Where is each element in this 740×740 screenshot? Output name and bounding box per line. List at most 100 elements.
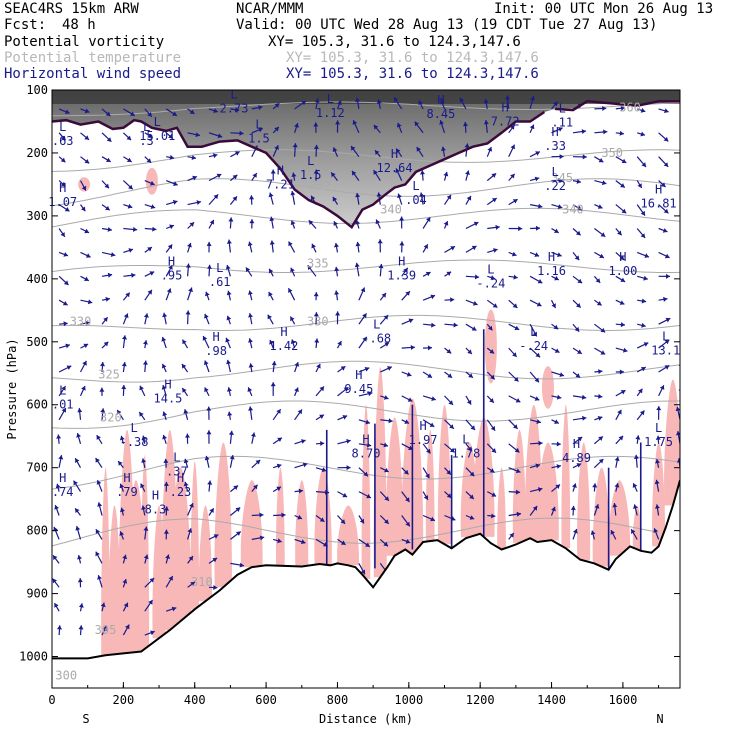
svg-text:-.24: -.24 <box>476 276 505 290</box>
wind-vector-head <box>590 530 596 535</box>
low-extremum-label: L1.5 <box>300 154 322 182</box>
svg-text:H: H <box>655 183 662 197</box>
svg-text:H: H <box>419 419 426 433</box>
wind-vector-head <box>288 288 293 293</box>
wind-vector-head <box>313 292 319 297</box>
wind-vector-head <box>119 483 125 489</box>
x-axis-title: Distance (km) <box>319 712 413 726</box>
svg-text:L: L <box>462 432 469 446</box>
wind-vector-head <box>505 95 511 100</box>
wind-vector-head <box>465 170 470 175</box>
wind-vector-head <box>334 243 339 248</box>
wind-vector-head <box>247 241 253 247</box>
wind-vector-head <box>495 224 500 230</box>
wind-vector-head <box>308 220 314 225</box>
xsec-endpoints-theta: XY= 105.3, 31.6 to 124.3,147.6 <box>286 50 539 66</box>
svg-text:H: H <box>548 250 555 264</box>
wind-vector-head <box>319 386 324 392</box>
wind-vector-head <box>122 554 128 560</box>
wind-vector-head <box>614 456 620 462</box>
wind-vector-head <box>463 122 468 127</box>
x-tick-label: 800 <box>327 693 349 707</box>
theta-isoline <box>52 517 659 547</box>
wind-vector-head <box>100 362 105 367</box>
wind-vector-head <box>83 343 89 349</box>
wind-vector-head <box>106 157 111 162</box>
wind-vector-head <box>577 278 583 284</box>
negative-pv-patch <box>337 505 359 566</box>
wind-vector-head <box>377 239 383 244</box>
wind-vector-head <box>225 337 230 343</box>
wind-vector-head <box>491 448 496 453</box>
wind-vector-head <box>248 313 253 318</box>
high-extremum-label: H1.16 <box>537 250 566 278</box>
wind-vector-head <box>621 208 627 214</box>
wind-vector-head <box>470 425 475 430</box>
wind-vector-head <box>63 252 68 257</box>
wind-vector-head <box>226 315 232 321</box>
wind-vector-head <box>643 275 648 281</box>
wind-vector-head <box>639 410 645 416</box>
wind-vector-head <box>274 126 279 132</box>
svg-text:15.01: 15.01 <box>139 129 175 143</box>
svg-text:L: L <box>662 330 669 344</box>
wind-vector-head <box>487 147 493 152</box>
wind-vector-head <box>404 419 409 424</box>
wind-vector-head <box>107 227 112 232</box>
wind-vector-head <box>125 624 130 630</box>
wind-vector-head <box>128 184 133 190</box>
wind-vector-head <box>364 367 370 372</box>
wind-vector-head <box>600 350 606 355</box>
wind-vector-head <box>532 506 538 511</box>
wind-vector-head <box>167 244 173 250</box>
wind-vector-head <box>226 290 232 296</box>
wind-vector-head <box>582 415 587 421</box>
wind-vector-head <box>205 291 210 297</box>
wind-vector-head <box>619 369 624 375</box>
theta-label: 350 <box>601 146 623 160</box>
wind-vector-head <box>632 483 638 488</box>
wind-vector-head <box>189 222 195 227</box>
negative-pv-patch <box>198 505 212 602</box>
negative-pv-patch <box>169 467 192 622</box>
wind-vector-head <box>536 419 541 424</box>
wind-vector-head <box>641 162 646 167</box>
theta-isoline <box>52 400 680 429</box>
low-extremum-label: L.11 <box>551 101 573 129</box>
wind-vector-head <box>491 492 497 497</box>
wind-vector-head <box>617 409 622 415</box>
wind-vector-head <box>570 505 576 511</box>
svg-text:L: L <box>530 325 537 339</box>
wind-vector-head <box>446 348 452 354</box>
wind-vector-head <box>169 224 174 230</box>
wind-vector-head <box>576 303 581 308</box>
wind-vector-head <box>551 506 556 512</box>
wind-vector-head <box>128 248 133 253</box>
svg-text:H: H <box>573 437 580 451</box>
wind-vector-head <box>381 293 386 298</box>
wind-vector-head <box>313 122 319 127</box>
negative-pv-patch <box>632 505 642 550</box>
wind-vector-head <box>84 228 89 234</box>
y-tick-label: 900 <box>26 587 48 601</box>
wind-vector-head <box>248 290 253 295</box>
svg-text:.37: .37 <box>166 465 188 479</box>
wind-vector-head <box>396 122 402 128</box>
wind-vector-head <box>466 399 472 405</box>
svg-text:14.5: 14.5 <box>154 391 183 405</box>
wind-vector <box>679 108 680 110</box>
svg-text:H: H <box>355 368 362 382</box>
wind-vector-head <box>643 342 649 347</box>
wind-vector-head <box>252 173 257 178</box>
wind-vector-head <box>483 99 489 104</box>
wind-vector-head <box>56 434 62 439</box>
wind-vector-head <box>65 109 70 114</box>
wind-vector-head <box>576 179 581 184</box>
wind-vector-head <box>450 246 455 251</box>
wind-vector-head <box>383 541 388 547</box>
high-extremum-label: H.95 <box>161 255 183 283</box>
wind-vector-head <box>203 360 209 366</box>
wind-vector-head <box>259 512 264 518</box>
negative-pv-patch <box>140 455 150 649</box>
wind-vector-head <box>582 154 587 160</box>
